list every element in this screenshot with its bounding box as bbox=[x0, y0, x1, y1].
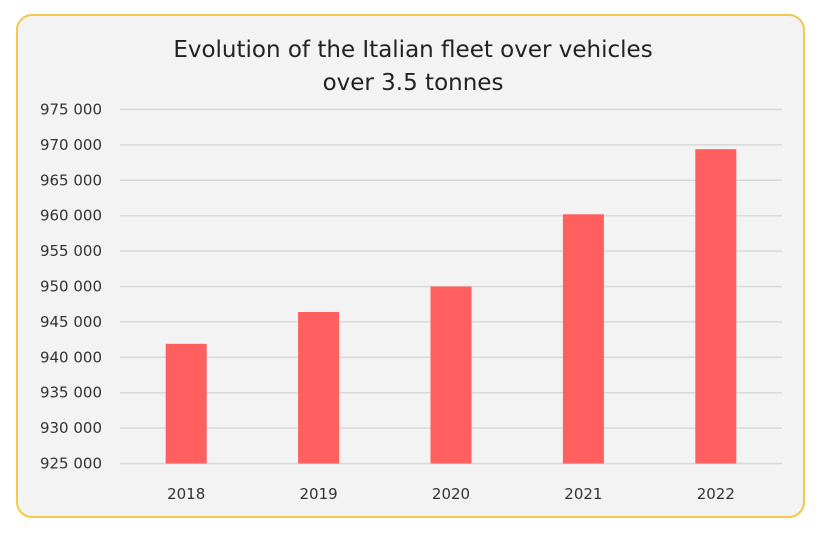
bar-2019 bbox=[298, 311, 340, 464]
x-tick-label: 2022 bbox=[697, 485, 735, 503]
y-tick-label: 945 000 bbox=[40, 313, 102, 331]
bar-2022 bbox=[695, 149, 737, 464]
y-tick-label: 935 000 bbox=[40, 384, 102, 402]
chart-card bbox=[16, 14, 805, 518]
chart-title: Evolution of the Italian fleet over vehi… bbox=[0, 34, 826, 100]
y-tick-label: 930 000 bbox=[40, 419, 102, 437]
chart-title-line-1: Evolution of the Italian fleet over vehi… bbox=[173, 37, 653, 63]
y-tick-label: 965 000 bbox=[40, 171, 102, 189]
y-tick-label: 925 000 bbox=[40, 455, 102, 473]
y-tick-label: 940 000 bbox=[40, 348, 102, 366]
y-tick-label: 955 000 bbox=[40, 242, 102, 260]
y-tick-label: 960 000 bbox=[40, 207, 102, 225]
chart-title-line-2: over 3.5 tonnes bbox=[322, 70, 504, 96]
bar-2018 bbox=[165, 343, 207, 464]
x-tick-label: 2020 bbox=[432, 485, 470, 503]
bar-2021 bbox=[562, 214, 604, 464]
y-tick-label: 950 000 bbox=[40, 278, 102, 296]
x-tick-label: 2019 bbox=[300, 485, 338, 503]
bar-2020 bbox=[430, 286, 472, 464]
x-tick-label: 2021 bbox=[564, 485, 602, 503]
y-tick-label: 970 000 bbox=[40, 136, 102, 154]
x-tick-label: 2018 bbox=[167, 485, 205, 503]
y-tick-label: 975 000 bbox=[40, 101, 102, 119]
